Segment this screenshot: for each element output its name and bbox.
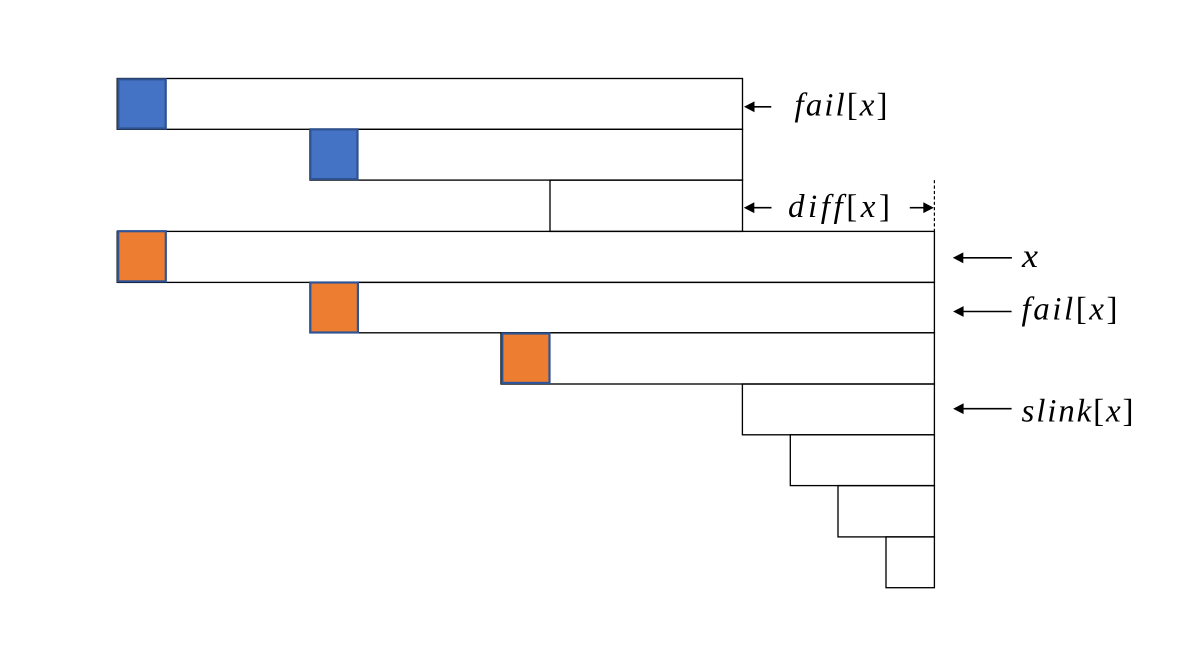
svg-text:slink[x]: slink[x] <box>1022 393 1134 429</box>
svg-text:x: x <box>1021 238 1038 275</box>
svg-text:fail[x]: fail[x] <box>1022 291 1118 327</box>
svg-text:fail[x]: fail[x] <box>795 88 888 124</box>
svg-text:diff[x]: diff[x] <box>788 189 890 225</box>
